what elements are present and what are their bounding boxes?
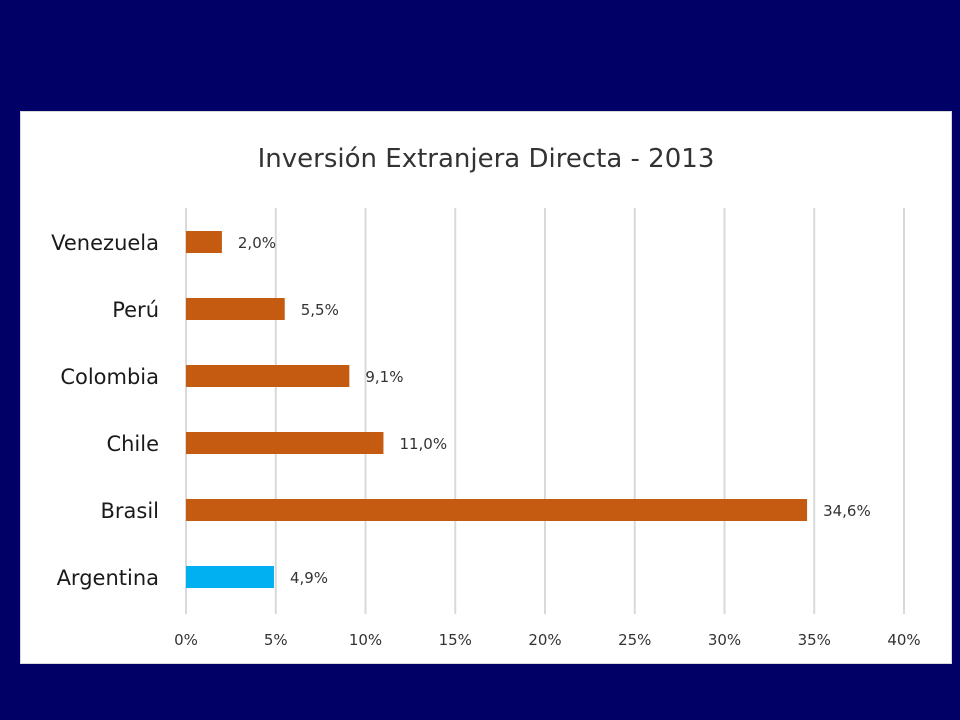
chart-panel: Inversión Extranjera Directa - 2013 0% 5%… <box>20 111 952 664</box>
data-label: 4,9% <box>290 569 328 587</box>
data-label: 34,6% <box>823 502 871 520</box>
data-label: 11,0% <box>399 435 447 453</box>
x-tick-label: 40% <box>887 631 920 649</box>
gridlines <box>185 208 905 614</box>
x-tick-label: 25% <box>618 631 651 649</box>
bar-venezuela <box>186 231 222 253</box>
bar-per- <box>186 298 285 320</box>
x-tick-label: 10% <box>349 631 382 649</box>
bar-argentina <box>186 566 274 588</box>
x-tick-label: 0% <box>174 631 198 649</box>
x-tick-label: 30% <box>708 631 741 649</box>
data-label: 5,5% <box>301 301 339 319</box>
chart-title: Inversión Extranjera Directa - 2013 <box>258 144 715 174</box>
chart-svg: Inversión Extranjera Directa - 2013 0% 5%… <box>51 144 921 649</box>
x-tick-label: 20% <box>528 631 561 649</box>
category-label: Colombia <box>60 365 159 389</box>
bar-chile <box>186 432 384 454</box>
category-label: Argentina <box>57 566 159 590</box>
x-tick-label: 5% <box>264 631 288 649</box>
bar-brasil <box>186 499 808 521</box>
x-tick-label: 15% <box>439 631 472 649</box>
x-tick-label: 35% <box>798 631 831 649</box>
category-label: Venezuela <box>51 231 159 255</box>
category-label: Brasil <box>100 499 159 523</box>
category-label: Perú <box>112 298 159 322</box>
data-label: 9,1% <box>365 368 403 386</box>
labels: 0% 5% 10% 15% 20% 25% 30% 35% 40% Venezuela 2,0% Pe… <box>51 231 921 649</box>
data-label: 2,0% <box>238 234 276 252</box>
bars <box>186 231 808 588</box>
bar-colombia <box>186 365 350 387</box>
category-label: Chile <box>106 432 159 456</box>
